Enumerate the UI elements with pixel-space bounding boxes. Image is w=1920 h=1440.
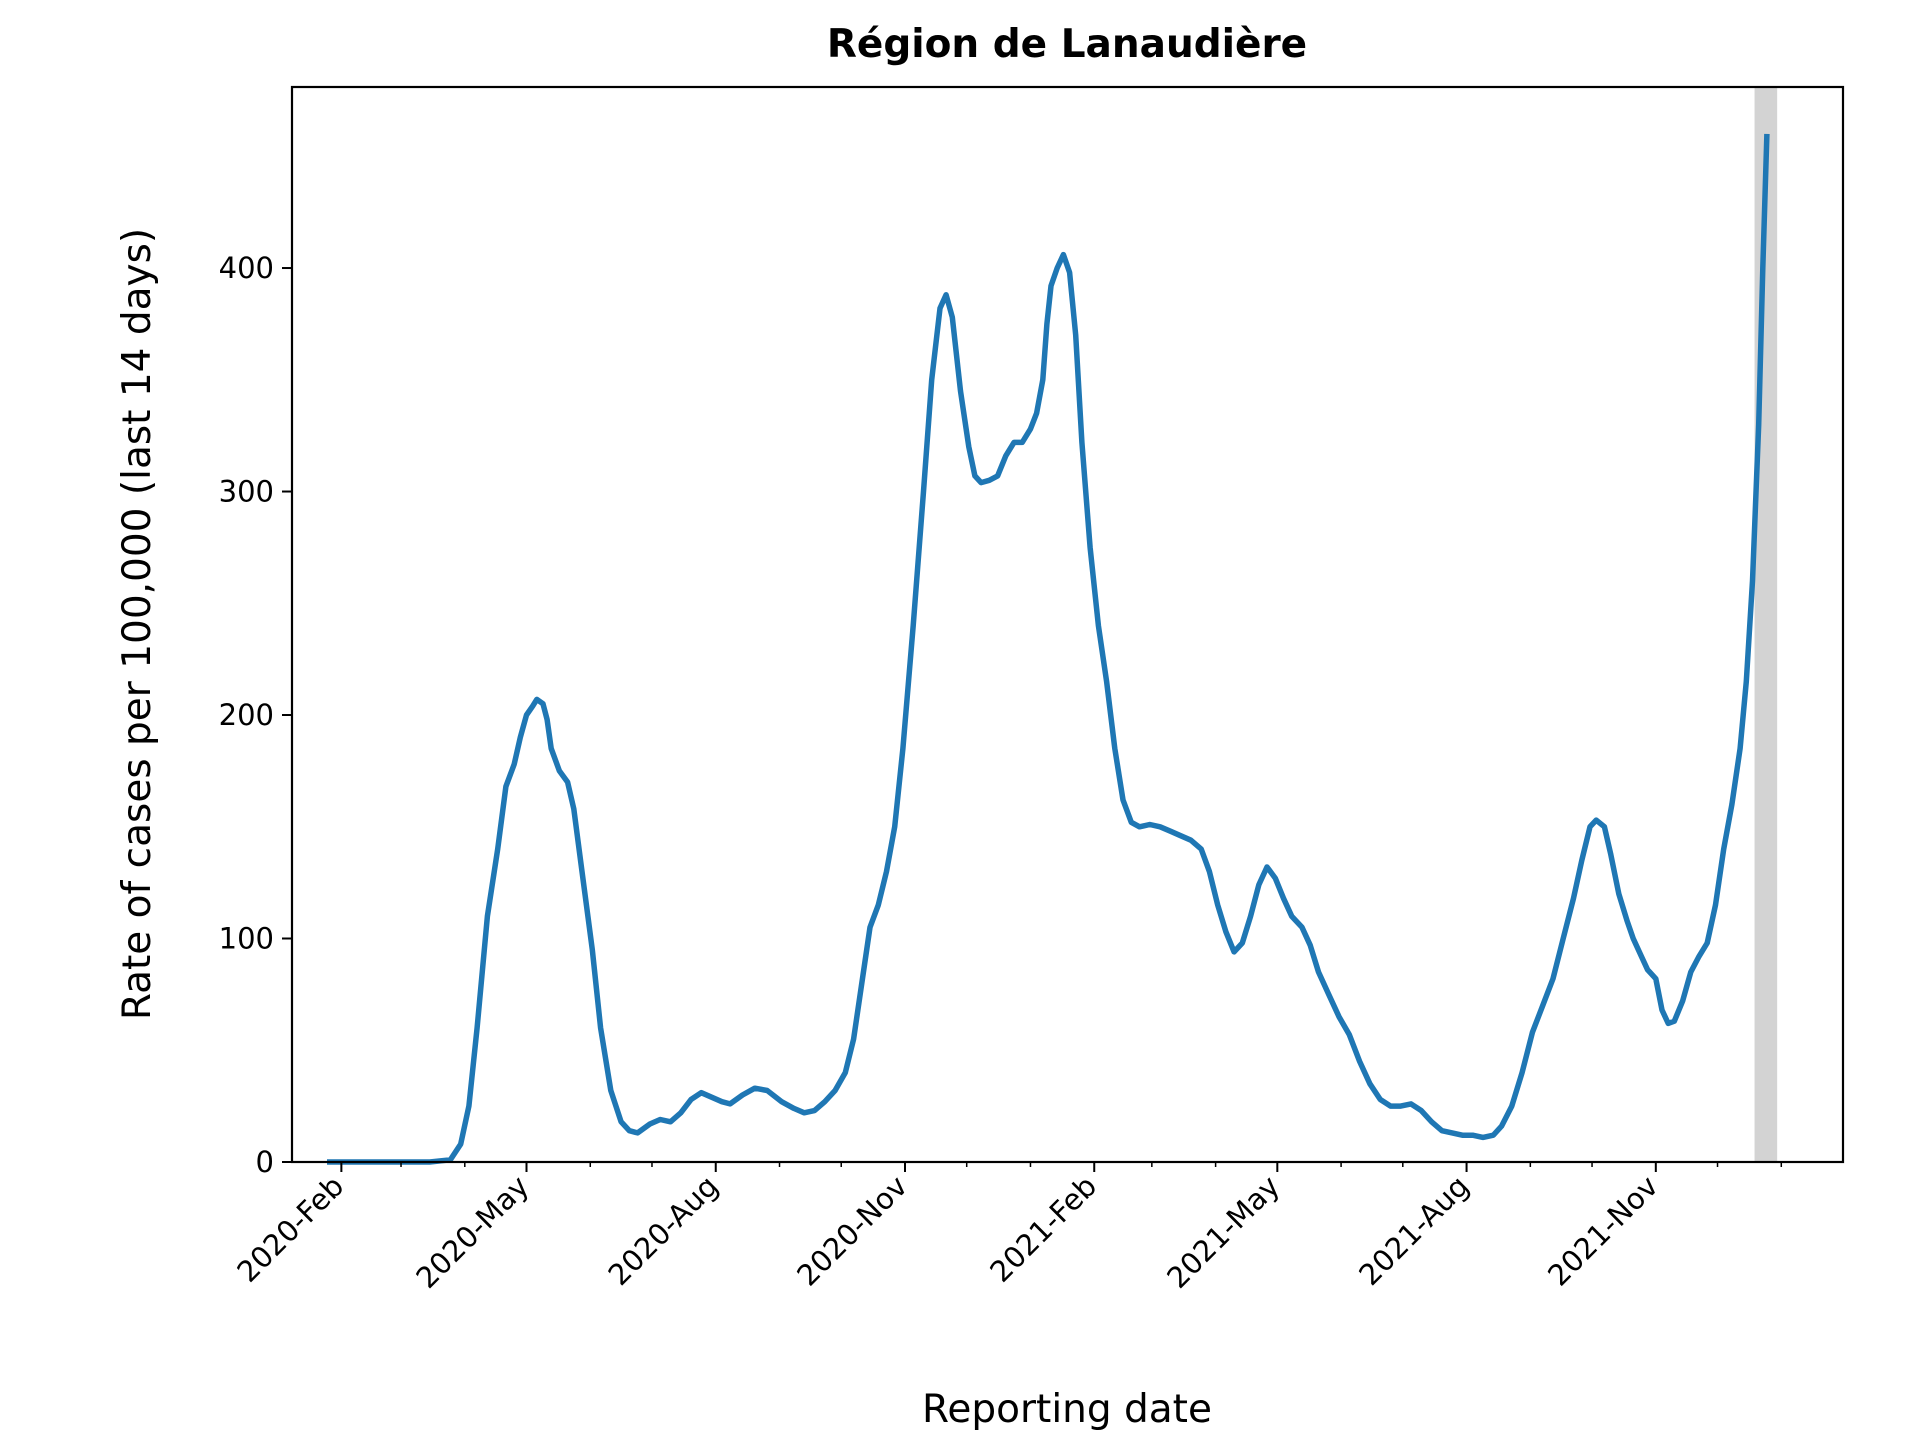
y-tick-label: 100 <box>219 922 274 956</box>
plot-frame <box>290 85 1845 1164</box>
series-layer <box>327 133 1770 1165</box>
x-axis-label: Reporting date <box>922 1387 1212 1432</box>
y-tick-label: 400 <box>219 251 274 285</box>
y-axis-ticks: 0 100 200 300 400 <box>219 251 292 1179</box>
y-axis-label: Rate of cases per 100,000 (last 14 days) <box>115 228 160 1020</box>
y-tick-label: 300 <box>219 475 274 509</box>
chart-title: Région de Lanaudière <box>827 22 1307 67</box>
series-line <box>327 133 1770 1165</box>
y-tick-label: 0 <box>256 1145 274 1179</box>
y-tick-label: 200 <box>219 698 274 732</box>
